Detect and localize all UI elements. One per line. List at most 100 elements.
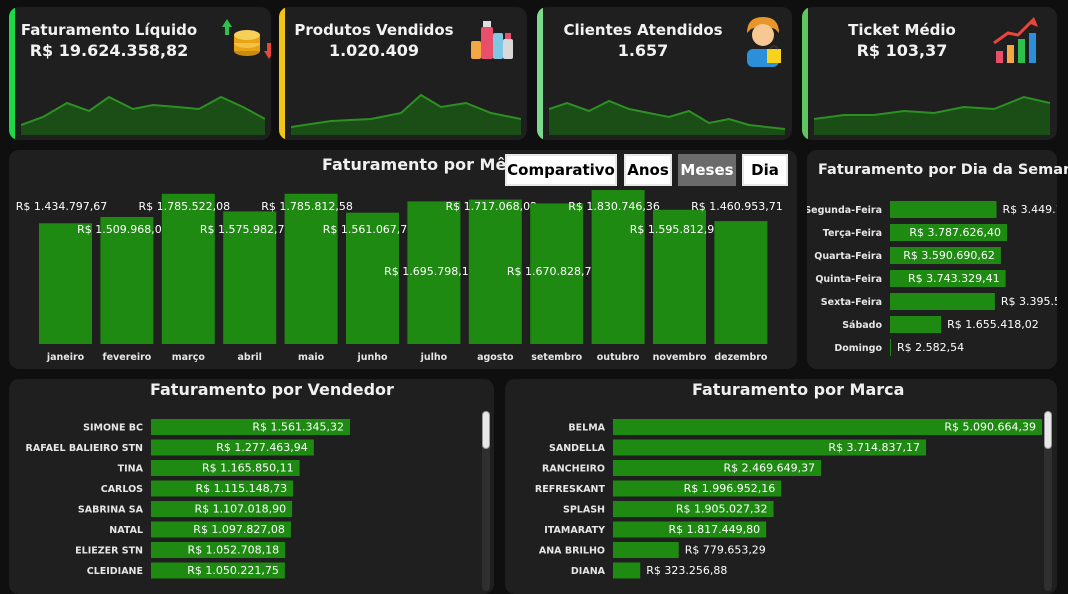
kpi-accent-stripe [802,7,808,140]
month-axis-label: maio [298,352,325,363]
brand-label: BELMA [568,423,605,434]
month-bar [100,216,154,344]
weekday-value-label: R$ 3.787.626,40 [909,226,1001,239]
month-axis-label: janeiro [46,352,85,363]
comparativo-button[interactable]: Comparativo [505,154,617,186]
month-axis-label: outubro [597,352,640,363]
meses-button[interactable]: Meses [678,154,736,186]
brand-value-label: R$ 3.714.837,17 [828,441,920,454]
brand-value-label: R$ 1.905.027,32 [676,503,768,516]
seller-bar [151,419,350,435]
kpi-title: Ticket Médio [848,21,956,39]
weekday-label: Quinta-Feira [815,274,882,285]
month-axis-label: março [172,352,206,363]
seller-bar [151,460,300,476]
month-axis-label: fevereiro [102,352,151,363]
seller-bar [151,501,293,517]
brand-bar-chart: BELMA R$ 5.090.664,39 SANDELLA R$ 3.714.837… [535,419,1042,579]
brand-label: REFRESKANT [535,484,606,495]
month-bar [530,203,584,344]
month-value-label: R$ 1.575.982,77 [200,223,292,236]
weekday-bar [890,293,995,310]
seller-value-label: R$ 1.097.827,08 [193,523,285,536]
kpi-value: 1.657 [617,41,669,60]
brand-label: ITAMARATY [544,525,605,536]
month-value-label: R$ 1.785.522,08 [138,200,230,213]
sparkline [291,93,521,135]
month-bar [284,193,338,344]
month-axis-label: setembro [531,352,582,363]
brand-value-label: R$ 779.653,29 [685,544,766,557]
brand-label: SPLASH [563,505,605,516]
kpi-accent-stripe [9,7,15,140]
kpi-card-clientes: Clientes Atendidos 1.657 [537,7,792,140]
month-value-label: R$ 1.830.746,36 [568,200,660,213]
month-bar [223,211,277,344]
weekday-label: Quarta-Feira [814,251,882,262]
brand-value-label: R$ 323.256,88 [646,564,727,577]
weekday-value-label: R$ 1.655.418,02 [947,318,1039,331]
seller-label: NATAL [109,525,143,536]
brand-bar [613,521,767,538]
seller-value-label: R$ 1.165.850,11 [202,462,294,475]
month-bar [346,212,399,344]
month-bar [591,190,645,344]
weekday-chart-title: Faturamento por Dia da Semana [818,162,1068,178]
seller-value-label: R$ 1.561.345,32 [252,421,344,434]
kpi-accent-stripe [279,7,285,140]
seller-label: ELIEZER STN [75,546,143,557]
seller-bar [151,439,314,456]
brand-value-label: R$ 2.469.649,37 [723,462,815,475]
month-axis-label: junho [356,352,388,363]
kpi-card-ticket: Ticket Médio R$ 103,37 [802,7,1057,140]
brand-scroll-thumb[interactable] [1044,411,1052,449]
month-axis-label: agosto [477,352,514,363]
kpi-title: Clientes Atendidos [563,21,723,39]
weekday-label: Domingo [834,343,882,354]
month-value-label: R$ 1.670.828,70 [507,265,599,278]
month-value-label: R$ 1.561.067,77 [323,223,415,236]
brand-value-label: R$ 1.996.952,16 [684,482,776,495]
sparkline [814,95,1050,135]
seller-bar [151,521,291,538]
kpi-value: R$ 103,37 [856,41,948,60]
weekday-bar [890,270,1006,287]
weekday-bar [890,316,942,333]
brand-label: SANDELLA [549,443,606,454]
seller-value-label: R$ 1.050.221,75 [187,564,279,577]
seller-value-label: R$ 1.115.148,73 [196,482,288,495]
seller-label: CARLOS [101,484,143,495]
kpi-title: Produtos Vendidos [294,21,454,39]
month-axis-label: abril [237,352,261,363]
weekday-value-label: R$ 2.582,54 [897,341,964,354]
weekday-bar [890,201,997,218]
brand-label: RANCHEIRO [542,464,605,475]
seller-scroll-thumb[interactable] [482,411,490,449]
seller-bar-chart: SIMONE BC R$ 1.561.345,32 RAFAEL BALIEIRO … [26,419,350,579]
brand-scrollbar[interactable] [1044,411,1052,591]
month-value-label: R$ 1.595.812,97 [630,223,722,236]
coins-icon [222,19,271,59]
dia-button[interactable]: Dia [742,154,788,186]
month-value-label: R$ 1.717.068,02 [445,200,537,213]
seller-value-label: R$ 1.277.463,94 [216,441,308,454]
weekday-bar [890,339,891,356]
month-axis-label: dezembro [714,352,768,363]
anos-button[interactable]: Anos [624,154,672,186]
customer-icon [747,17,781,67]
seller-bar [151,542,286,558]
month-bar [407,201,461,344]
month-bar [468,199,522,344]
seller-label: CLEIDIANE [87,566,143,577]
weekday-value-label: R$ 3.743.329,41 [908,272,1000,285]
seller-label: TINA [118,464,144,475]
kpi-accent-stripe [537,7,543,140]
seller-scrollbar[interactable] [482,411,490,591]
products-icon [471,21,513,59]
brand-bar [613,439,927,456]
kpi-value: R$ 19.624.358,82 [29,41,189,60]
month-axis-label: julho [420,352,448,363]
brand-bar [613,501,774,517]
month-bar [39,223,92,344]
brand-bar [613,460,822,476]
